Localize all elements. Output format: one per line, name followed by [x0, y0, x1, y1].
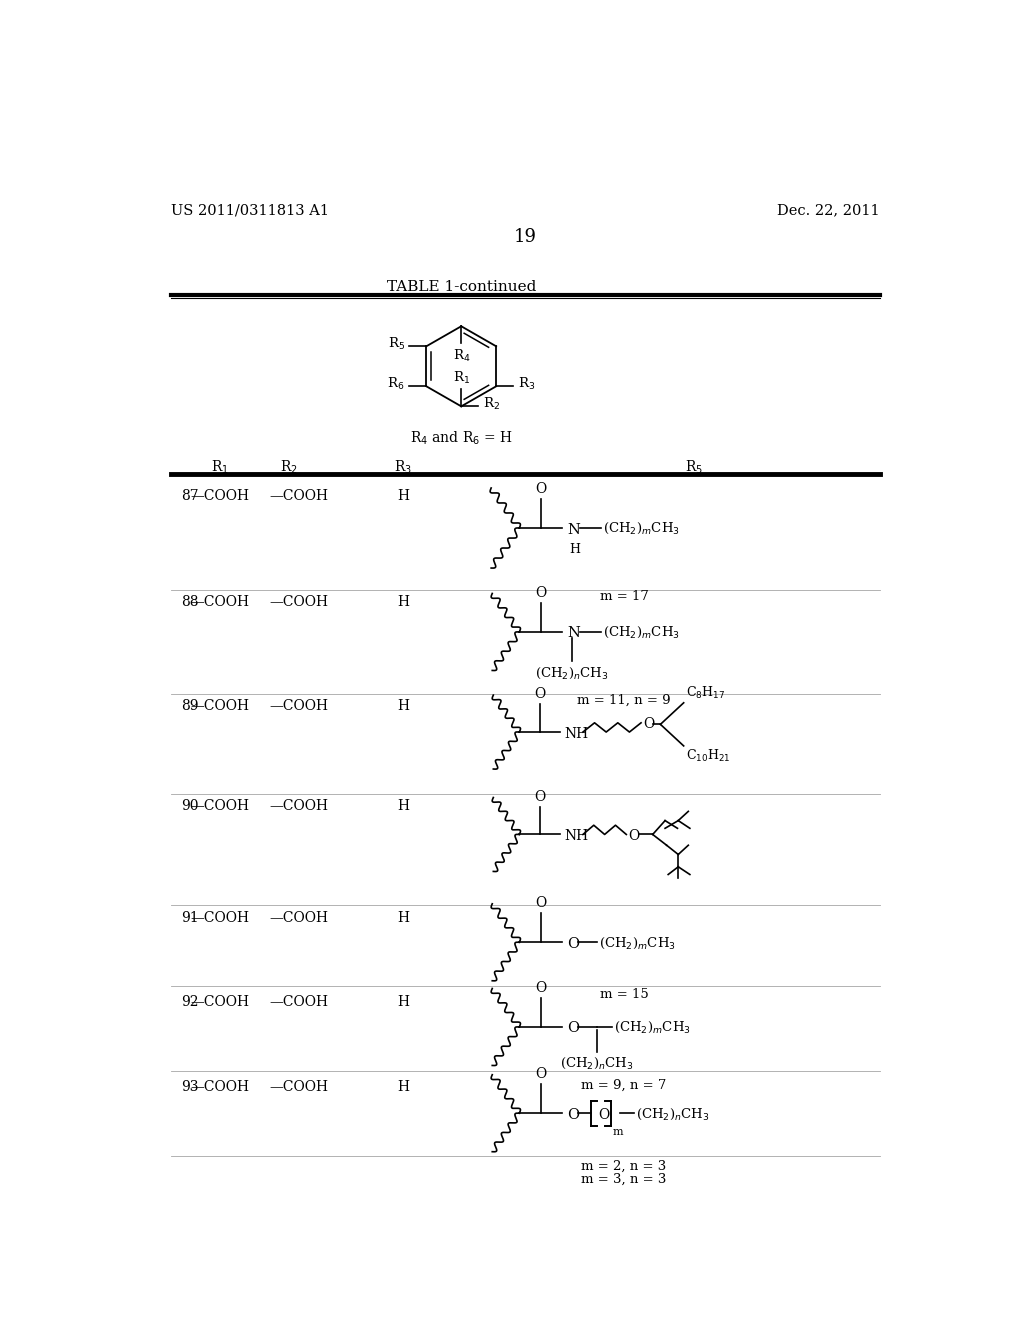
Text: N: N	[567, 627, 581, 640]
Text: 90: 90	[180, 799, 199, 813]
Text: O: O	[598, 1107, 609, 1122]
Text: 19: 19	[513, 227, 537, 246]
Text: H: H	[397, 995, 410, 1010]
Text: (CH$_2$)$_m$CH$_3$: (CH$_2$)$_m$CH$_3$	[603, 626, 680, 640]
Text: O: O	[536, 1067, 547, 1081]
Text: —COOH: —COOH	[269, 911, 328, 925]
Text: H: H	[397, 595, 410, 609]
Text: R$_3$: R$_3$	[394, 459, 412, 477]
Text: H: H	[569, 544, 581, 557]
Text: R$_5$: R$_5$	[387, 335, 404, 352]
Text: —COOH: —COOH	[189, 995, 249, 1010]
Text: (CH$_2$)$_m$CH$_3$: (CH$_2$)$_m$CH$_3$	[599, 936, 676, 950]
Text: R$_1$: R$_1$	[211, 459, 228, 477]
Text: O: O	[567, 1022, 580, 1035]
Text: (CH$_2$)$_n$CH$_3$: (CH$_2$)$_n$CH$_3$	[636, 1106, 710, 1122]
Text: R$_2$: R$_2$	[483, 396, 500, 412]
Text: O: O	[567, 937, 580, 950]
Text: O: O	[536, 896, 547, 909]
Text: —COOH: —COOH	[189, 595, 249, 609]
Text: m = 3, n = 3: m = 3, n = 3	[582, 1173, 667, 1187]
Text: 87: 87	[180, 490, 199, 503]
Text: R$_6$: R$_6$	[387, 376, 404, 392]
Text: O: O	[567, 1107, 580, 1122]
Text: m = 15: m = 15	[600, 989, 648, 1002]
Text: (CH$_2$)$_m$CH$_3$: (CH$_2$)$_m$CH$_3$	[603, 521, 680, 536]
Text: H: H	[397, 1080, 410, 1094]
Text: R$_3$: R$_3$	[518, 376, 536, 392]
Text: 88: 88	[180, 595, 199, 609]
Text: (CH$_2$)$_n$CH$_3$: (CH$_2$)$_n$CH$_3$	[560, 1056, 634, 1072]
Text: R$_4$ and R$_6$ = H: R$_4$ and R$_6$ = H	[410, 429, 513, 447]
Text: NH: NH	[564, 829, 589, 843]
Text: —COOH: —COOH	[189, 1080, 249, 1094]
Text: C$_{10}$H$_{21}$: C$_{10}$H$_{21}$	[686, 747, 730, 763]
Text: Dec. 22, 2011: Dec. 22, 2011	[777, 203, 880, 216]
Text: (CH$_2$)$_n$CH$_3$: (CH$_2$)$_n$CH$_3$	[536, 665, 609, 681]
Text: 93: 93	[180, 1080, 199, 1094]
Text: C$_8$H$_{17}$: C$_8$H$_{17}$	[686, 685, 725, 701]
Text: m = 11, n = 9: m = 11, n = 9	[578, 693, 671, 706]
Text: O: O	[536, 586, 547, 599]
Text: H: H	[397, 799, 410, 813]
Text: 91: 91	[180, 911, 199, 925]
Text: —COOH: —COOH	[189, 490, 249, 503]
Text: —COOH: —COOH	[269, 595, 328, 609]
Text: 89: 89	[180, 700, 199, 713]
Text: m = 2, n = 3: m = 2, n = 3	[582, 1159, 667, 1172]
Text: O: O	[643, 717, 654, 731]
Text: O: O	[534, 789, 545, 804]
Text: H: H	[397, 490, 410, 503]
Text: m: m	[612, 1127, 623, 1137]
Text: N: N	[567, 523, 581, 536]
Text: TABLE 1-continued: TABLE 1-continued	[387, 280, 536, 294]
Text: m = 17: m = 17	[600, 590, 648, 603]
Text: O: O	[534, 688, 545, 701]
Text: US 2011/0311813 A1: US 2011/0311813 A1	[171, 203, 329, 216]
Text: —COOH: —COOH	[189, 799, 249, 813]
Text: —COOH: —COOH	[189, 700, 249, 713]
Text: 92: 92	[180, 995, 199, 1010]
Text: NH: NH	[564, 726, 589, 741]
Text: O: O	[536, 981, 547, 995]
Text: —COOH: —COOH	[269, 700, 328, 713]
Text: —COOH: —COOH	[269, 995, 328, 1010]
Text: —COOH: —COOH	[189, 911, 249, 925]
Text: R$_1$: R$_1$	[453, 370, 470, 387]
Text: —COOH: —COOH	[269, 1080, 328, 1094]
Text: —COOH: —COOH	[269, 490, 328, 503]
Text: H: H	[397, 700, 410, 713]
Text: O: O	[628, 829, 639, 843]
Text: R$_2$: R$_2$	[281, 459, 298, 477]
Text: R$_4$: R$_4$	[453, 348, 470, 364]
Text: O: O	[536, 482, 547, 496]
Text: R$_5$: R$_5$	[685, 459, 702, 477]
Text: —COOH: —COOH	[269, 799, 328, 813]
Text: (CH$_2$)$_m$CH$_3$: (CH$_2$)$_m$CH$_3$	[614, 1020, 691, 1035]
Text: H: H	[397, 911, 410, 925]
Text: m = 9, n = 7: m = 9, n = 7	[582, 1078, 667, 1092]
